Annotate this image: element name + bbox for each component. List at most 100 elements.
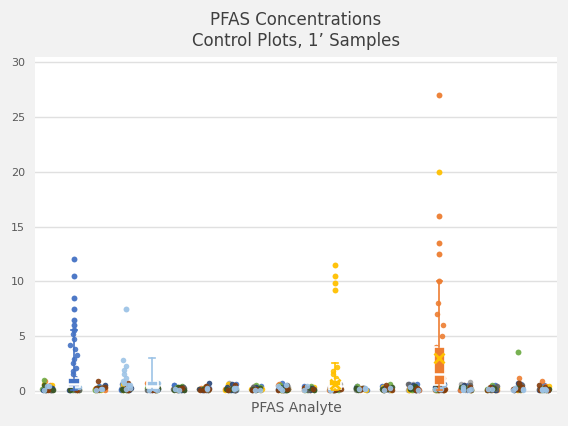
Point (46, 381, 55, 388)
Point (224, 386, 233, 393)
Point (120, 386, 130, 392)
Point (94, 383, 103, 389)
Point (65, 386, 74, 392)
Point (175, 386, 184, 392)
Point (432, 386, 441, 393)
Point (221, 386, 230, 393)
Point (70, 386, 80, 393)
Point (69, 384, 78, 391)
Point (412, 386, 421, 393)
Point (203, 386, 212, 393)
Point (537, 386, 546, 393)
Point (434, 387, 443, 394)
Point (487, 381, 496, 388)
Point (278, 386, 287, 392)
Point (252, 382, 261, 389)
Point (172, 383, 181, 390)
Point (281, 387, 290, 394)
Point (152, 386, 161, 393)
Point (75, 386, 84, 393)
Point (299, 382, 308, 389)
Point (250, 387, 259, 394)
Point (173, 387, 182, 394)
Point (465, 386, 474, 392)
Point (282, 386, 291, 392)
Point (386, 386, 395, 392)
Point (71, 386, 80, 393)
Point (276, 381, 285, 388)
Point (178, 386, 187, 393)
Point (101, 384, 110, 391)
Point (433, 386, 442, 393)
Point (411, 386, 420, 393)
Point (66, 383, 76, 389)
Point (386, 385, 395, 391)
Point (330, 380, 339, 386)
Point (483, 386, 492, 393)
Point (73, 387, 82, 394)
Point (433, 383, 442, 390)
Point (43, 383, 52, 389)
Point (538, 386, 548, 393)
Point (486, 386, 495, 393)
Point (308, 384, 317, 391)
Point (412, 386, 421, 393)
Point (327, 386, 336, 392)
Point (252, 386, 261, 393)
Point (405, 383, 414, 390)
Point (69, 371, 78, 378)
Point (252, 383, 261, 390)
Point (126, 382, 135, 389)
Point (544, 386, 553, 393)
Point (198, 386, 207, 393)
Point (247, 386, 256, 392)
Point (433, 387, 442, 394)
Point (276, 385, 285, 391)
Point (225, 387, 234, 394)
Point (357, 386, 366, 392)
Point (73, 386, 82, 393)
Point (387, 384, 396, 391)
Point (544, 385, 553, 391)
Point (431, 384, 440, 391)
Point (436, 352, 445, 359)
Point (204, 386, 213, 393)
Point (231, 385, 240, 392)
Point (67, 380, 76, 386)
Point (355, 386, 364, 392)
Point (228, 386, 237, 393)
Point (438, 384, 448, 391)
Point (414, 386, 423, 392)
Point (229, 385, 239, 392)
Point (152, 380, 161, 386)
Point (231, 382, 240, 389)
Point (361, 386, 370, 393)
Point (69, 316, 78, 323)
Point (117, 381, 126, 388)
Point (121, 374, 130, 381)
Point (92, 385, 101, 392)
Point (93, 386, 102, 393)
Point (201, 383, 210, 390)
Point (412, 385, 421, 392)
Point (126, 384, 135, 391)
Point (383, 384, 392, 391)
Point (488, 386, 497, 393)
Point (152, 387, 161, 394)
Point (177, 385, 186, 392)
Point (435, 386, 444, 393)
Point (310, 384, 319, 391)
Point (179, 384, 188, 391)
Point (283, 386, 292, 393)
Point (306, 384, 315, 391)
Point (174, 387, 183, 394)
FancyBboxPatch shape (68, 377, 80, 387)
Point (456, 380, 465, 387)
Point (74, 383, 83, 390)
Point (93, 378, 102, 385)
Point (535, 386, 544, 393)
Point (227, 386, 236, 393)
Point (360, 386, 369, 392)
Point (170, 386, 179, 392)
Point (230, 386, 239, 393)
